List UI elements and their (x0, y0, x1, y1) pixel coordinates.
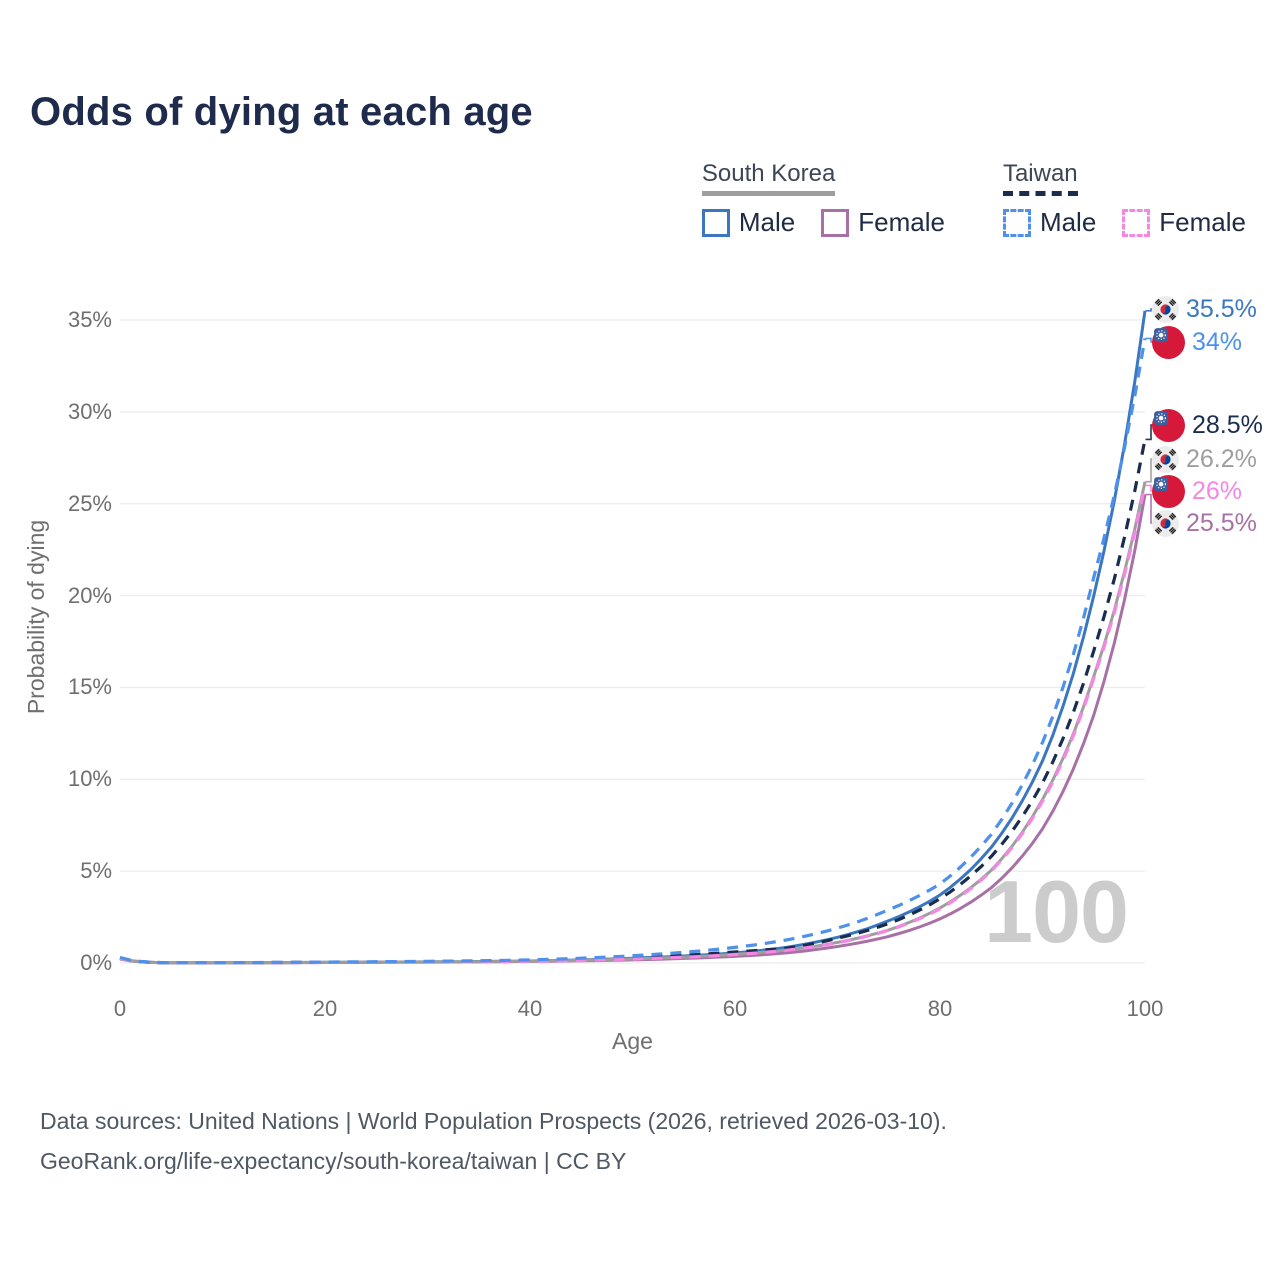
y-tick-label: 10% (67, 766, 112, 792)
legend-item-south-korea-male: Male (701, 207, 796, 238)
end-value-label: 26% (1192, 477, 1243, 505)
legend: South Korea Male Female Taiwan Male Fema… (701, 160, 1246, 238)
end-value-label: 34% (1192, 328, 1243, 356)
end-value-label: 28.5% (1192, 411, 1263, 439)
y-tick-label: 35% (67, 307, 112, 332)
solid-line-swatch-icon (701, 208, 730, 237)
taiwan-flag-icon (1152, 475, 1185, 508)
legend-item-south-korea-female: Female (821, 207, 945, 238)
y-tick-label: 5% (80, 858, 112, 884)
dashed-line-swatch-icon (1122, 208, 1151, 237)
south-korea-flag-icon (1152, 510, 1179, 537)
age-counter-watermark: 100 (984, 862, 1129, 961)
taiwan-flag-icon (1152, 326, 1185, 359)
x-tick-label: 80 (927, 996, 953, 1021)
attribution-note: GeoRank.org/life-expectancy/south-korea/… (40, 1148, 627, 1174)
legend-item-taiwan-female: Female (1122, 207, 1246, 238)
end-value-label: 26.2% (1186, 445, 1257, 473)
dashed-line-swatch-icon (1002, 208, 1031, 237)
x-tick-label: 100 (1126, 996, 1164, 1021)
end-label: 34% (1152, 325, 1242, 359)
end-label: 28.5% (1152, 408, 1263, 442)
end-label: 26.2% (1152, 442, 1257, 476)
south-korea-flag-icon (1152, 446, 1179, 473)
end-label: 35.5% (1152, 292, 1257, 326)
x-axis-title: Age (612, 1028, 653, 1054)
page-title: Odds of dying at each age (30, 90, 533, 134)
taiwan-flag-icon (1152, 409, 1185, 442)
legend-item-label: Female (1159, 207, 1246, 237)
solid-line-swatch-icon (821, 208, 850, 237)
x-tick-label: 40 (517, 996, 543, 1021)
legend-item-label: Female (858, 207, 945, 237)
end-value-label: 25.5% (1186, 509, 1257, 537)
legend-group-south-korea: South Korea Male Female (701, 160, 945, 238)
y-tick-label: 30% (67, 398, 112, 424)
y-tick-label: 25% (67, 490, 112, 516)
legend-group-taiwan: Taiwan Male Female (1002, 160, 1246, 238)
legend-item-taiwan-male: Male (1002, 207, 1097, 238)
y-tick-label: 0% (80, 950, 112, 975)
y-tick-label: 15% (67, 674, 112, 700)
x-tick-label: 60 (722, 996, 748, 1021)
legend-item-label: Male (738, 207, 796, 237)
end-value-label: 35.5% (1186, 295, 1257, 323)
y-tick-label: 20% (67, 582, 112, 608)
x-tick-label: 0 (113, 996, 127, 1021)
end-label: 25.5% (1152, 506, 1257, 540)
legend-country-label: South Korea (701, 160, 836, 196)
legend-country-label: Taiwan (1002, 160, 1078, 196)
south-korea-flag-icon (1152, 296, 1179, 323)
data-source-note: Data sources: United Nations | World Pop… (40, 1108, 947, 1134)
end-label: 26% (1152, 474, 1242, 508)
x-tick-label: 20 (312, 996, 338, 1021)
legend-item-label: Male (1039, 207, 1097, 237)
